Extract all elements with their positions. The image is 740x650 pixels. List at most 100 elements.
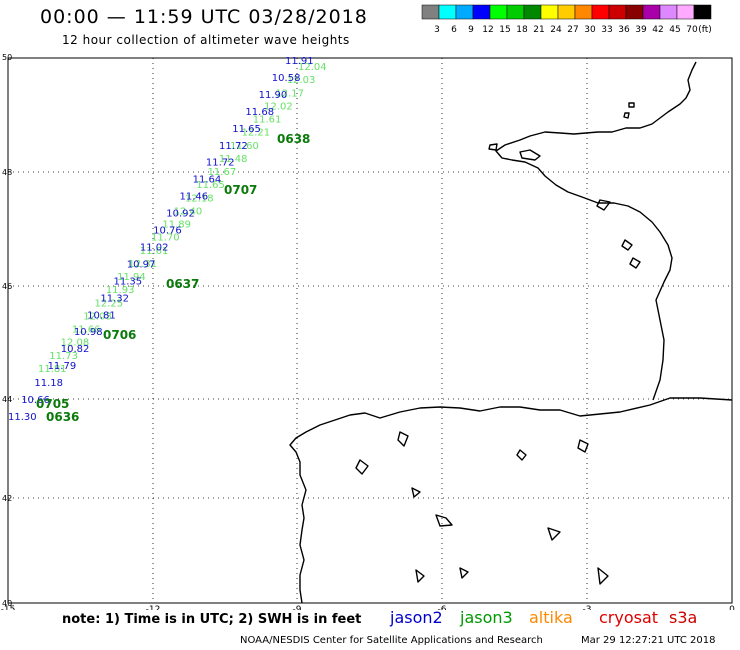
jason2-value: 10.97 (127, 259, 156, 270)
colorbar-label: 12 (482, 25, 493, 35)
jason2-value: 11.18 (34, 378, 63, 389)
colorbar: 3 6 9 12 15 18 21 24 27 30 33 36 39 42 45 70 (ft) (421, 4, 712, 35)
pass-time-label: 0707 (224, 183, 257, 197)
colorbar-label: 21 (533, 25, 544, 35)
jason2-value: 11.72 (219, 141, 248, 152)
jason2-value: 10.98 (74, 327, 103, 338)
colorbar-unit: (ft) (698, 25, 712, 35)
jason2-value: 11.79 (48, 361, 77, 372)
jason3-value: 12.17 (275, 88, 304, 99)
jason2-value: 11.90 (259, 90, 288, 101)
pass-time-label: 0705 (36, 397, 69, 411)
legend-jason2: jason2 (390, 608, 443, 627)
longitude-label: -9 (293, 605, 302, 610)
jason3-value: 11.65 (196, 180, 225, 191)
jason3-value: 12.03 (83, 311, 112, 322)
jason3-value: 12.04 (298, 62, 327, 73)
colorbar-label: 24 (550, 25, 562, 35)
colorbar-label: 45 (669, 25, 680, 35)
longitude-label: -3 (583, 605, 592, 610)
jason3-value: 12.40 (174, 206, 203, 217)
graticule: 50 48 46 44 42 40-15 -12 -9 -6 -3 0 (1, 53, 735, 610)
jason2-value: 11.64 (193, 175, 222, 186)
jason3-value: 11.66 (72, 325, 101, 336)
colorbar-label: 9 (468, 25, 474, 35)
colorbar-label: 36 (618, 25, 630, 35)
jason2-value: 10.92 (166, 209, 195, 220)
latitude-label: 40 (2, 599, 12, 608)
footnote: note: 1) Time is in UTC; 2) SWH is in fe… (62, 612, 362, 627)
latitude-label: 44 (2, 395, 12, 404)
colorbar-swatch (693, 4, 712, 20)
jason3-value: 11.93 (106, 285, 135, 296)
legend-jason3: jason3 (460, 608, 513, 627)
latitude-label: 50 (2, 53, 12, 62)
longitude-label: -15 (1, 605, 16, 610)
colorbar-label: 6 (451, 25, 457, 35)
jason2-value: 10.81 (87, 310, 116, 321)
jason3-value: 11.89 (162, 220, 191, 231)
jason2-value: 11.02 (140, 242, 169, 253)
jason3-value: 11.73 (49, 351, 78, 362)
chart-title: 00:00 — 11:59 UTC 03/28/2018 (40, 6, 368, 28)
colorbar-label: 30 (584, 25, 596, 35)
jason3-value: 12.21 (241, 128, 270, 139)
map: 50 48 46 44 42 40-15 -12 -9 -6 -3 0 12.04 12.03 12.1… (1, 53, 735, 610)
jason3-value: 11.61 (253, 115, 282, 126)
colorbar-label: 18 (516, 25, 528, 35)
map-frame (7, 57, 733, 604)
jason3-value: 12.02 (264, 101, 293, 112)
jason2-value: 11.32 (100, 293, 129, 304)
jason3-value: 11.67 (208, 167, 237, 178)
jason3-value: 11.81 (38, 364, 67, 375)
jason3-value: 11.94 (117, 272, 146, 283)
jason3-value: 11.48 (219, 154, 248, 165)
colorbar-label: 15 (499, 25, 510, 35)
jason3-value: 12.08 (61, 338, 90, 349)
jason3-track-labels: 12.04 12.03 12.17 12.02 11.61 12.21 11.60 11.48… (38, 62, 327, 375)
pass-time-label: 0637 (166, 277, 199, 291)
legend-altika: altika (529, 608, 573, 627)
latitude-label: 42 (2, 494, 12, 503)
colorbar-label: 42 (652, 25, 663, 35)
jason2-value: 11.65 (232, 124, 261, 135)
jason2-value: 11.46 (179, 192, 208, 203)
jason3-value: 11.60 (230, 141, 259, 152)
colorbar-label: 33 (601, 25, 612, 35)
jason3-value: 12.03 (287, 75, 316, 86)
jason3-value: 12.18 (185, 193, 214, 204)
coastline (289, 61, 733, 604)
legend-cryosat: cryosat (599, 608, 659, 627)
chart-subtitle: 12 hour collection of altimeter wave hei… (62, 33, 350, 47)
legend-s3a: s3a (669, 608, 698, 627)
jason3-value: 12.25 (95, 298, 124, 309)
jason2-value: 11.91 (285, 56, 314, 67)
jason2-value: 10.76 (153, 226, 182, 237)
longitude-label: -6 (438, 605, 447, 610)
jason2-value: 11.35 (114, 276, 143, 287)
colorbar-label: 27 (567, 25, 578, 35)
colorbar-label: 70 (686, 25, 698, 35)
latitude-label: 48 (2, 168, 12, 177)
jason2-value: 10.58 (272, 73, 301, 84)
colorbar-label: 3 (434, 25, 440, 35)
jason2-track-labels: 11.91 10.58 11.90 11.68 11.65 11.72 11.72 11.64… (8, 56, 314, 423)
jason2-value: 10.66 (21, 395, 50, 406)
jason3-value: 11.70 (151, 233, 180, 244)
pass-time-label: 0636 (46, 410, 79, 424)
longitude-label: 0 (729, 605, 735, 610)
credit-line: NOAA/NESDIS Center for Satellite Applica… (240, 635, 543, 646)
pass-time-label: 0706 (103, 328, 136, 342)
pass-time-label: 0638 (277, 132, 310, 146)
jason2-value: 11.72 (206, 158, 235, 169)
jason2-value: 11.30 (8, 412, 37, 423)
jason2-value: 11.68 (245, 107, 274, 118)
longitude-label: -12 (146, 605, 161, 610)
jason2-value: 10.82 (61, 344, 90, 355)
colorbar-label: 39 (635, 25, 647, 35)
latitude-label: 46 (2, 282, 12, 291)
jason3-value: 12.31 (128, 259, 157, 270)
jason3-value: 11.61 (140, 246, 169, 257)
generation-timestamp: Mar 29 12:27:21 UTC 2018 (581, 635, 716, 646)
